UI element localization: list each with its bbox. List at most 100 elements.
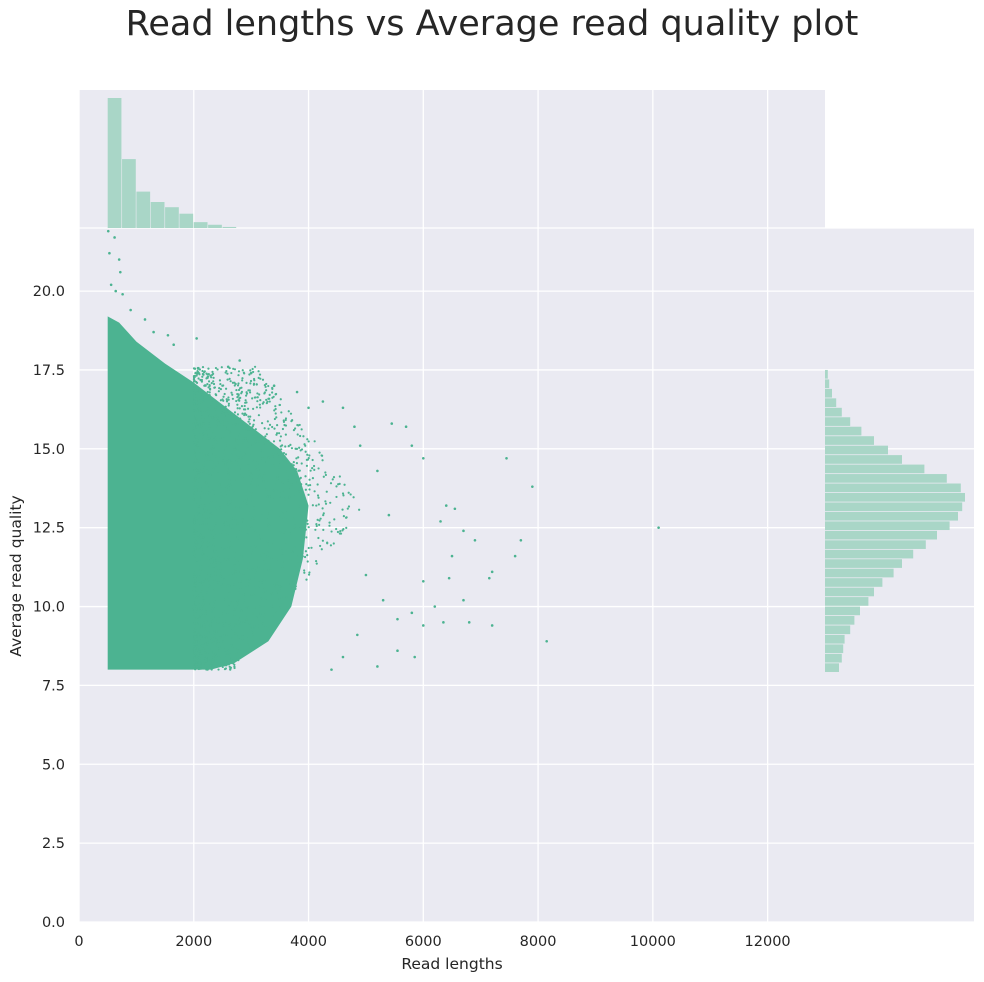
- scatter-point: [226, 651, 230, 654]
- scatter-point: [192, 607, 196, 610]
- scatter-point: [204, 428, 208, 431]
- scatter-point: [235, 506, 238, 509]
- scatter-point: [248, 373, 251, 376]
- scatter-point: [222, 496, 225, 499]
- scatter-point: [248, 422, 251, 425]
- scatter-point: [272, 451, 275, 454]
- scatter-point: [207, 458, 210, 462]
- scatter-point: [203, 454, 206, 457]
- scatter-point: [265, 398, 268, 401]
- scatter-point: [284, 418, 287, 422]
- scatter-point: [202, 602, 206, 606]
- scatter-point: [233, 368, 237, 371]
- scatter-point: [202, 620, 206, 624]
- scatter-point: [243, 620, 246, 623]
- scatter-point: [237, 370, 241, 373]
- scatter-point: [296, 480, 299, 483]
- scatter-point: [245, 381, 248, 384]
- scatter-point: [203, 599, 206, 602]
- scatter-point: [198, 446, 202, 449]
- scatter-point: [208, 491, 211, 494]
- scatter-point: [220, 575, 223, 578]
- scatter-point: [193, 520, 196, 523]
- scatter-point: [212, 544, 215, 548]
- scatter-point: [231, 637, 234, 640]
- scatter-point: [232, 643, 235, 647]
- scatter-point: [519, 539, 523, 542]
- scatter-point: [251, 443, 254, 446]
- scatter-point: [231, 522, 235, 526]
- scatter-point: [192, 416, 196, 419]
- scatter-point: [260, 579, 263, 582]
- scatter-point: [214, 561, 218, 564]
- scatter-point: [316, 518, 319, 521]
- scatter-point: [300, 428, 303, 431]
- scatter-point: [219, 585, 222, 588]
- scatter-point: [288, 532, 292, 535]
- scatter-points: [106, 229, 660, 671]
- scatter-point: [233, 564, 236, 567]
- scatter-point: [233, 514, 237, 517]
- y-hist-bar: [825, 483, 961, 493]
- scatter-point: [271, 615, 274, 618]
- scatter-point: [294, 569, 298, 572]
- scatter-point: [194, 573, 197, 576]
- scatter-point: [205, 576, 208, 580]
- scatter-point: [287, 479, 290, 482]
- scatter-point: [233, 623, 236, 626]
- scatter-point: [196, 559, 199, 562]
- scatter-point: [194, 477, 197, 480]
- scatter-point: [195, 440, 198, 443]
- scatter-point: [305, 483, 308, 486]
- scatter-point: [278, 455, 281, 458]
- scatter-point: [214, 634, 217, 637]
- scatter-point: [236, 599, 239, 603]
- scatter-point: [390, 422, 394, 425]
- scatter-point: [303, 569, 306, 572]
- scatter-point: [251, 548, 255, 552]
- scatter-point: [192, 589, 196, 592]
- x-tick-label: 2000: [175, 934, 212, 950]
- scatter-point: [213, 454, 216, 458]
- scatter-point: [200, 413, 204, 416]
- scatter-point: [280, 511, 283, 514]
- scatter-point: [227, 398, 230, 401]
- scatter-point: [261, 378, 265, 381]
- scatter-point: [224, 405, 227, 408]
- scatter-point: [219, 437, 222, 441]
- scatter-point: [223, 598, 226, 601]
- scatter-point: [216, 649, 219, 653]
- scatter-point: [194, 449, 197, 453]
- scatter-point: [251, 552, 254, 556]
- scatter-point: [209, 602, 212, 606]
- scatter-point: [274, 474, 277, 477]
- scatter-point: [213, 597, 217, 600]
- scatter-point: [203, 628, 206, 631]
- scatter-point: [228, 459, 231, 462]
- scatter-point: [193, 391, 196, 394]
- scatter-point: [244, 607, 248, 610]
- scatter-point: [232, 491, 236, 494]
- scatter-point: [208, 608, 211, 611]
- scatter-point: [202, 536, 205, 539]
- scatter-point: [246, 407, 250, 410]
- scatter-point: [193, 387, 196, 390]
- scatter-point: [247, 510, 250, 513]
- scatter-point: [255, 406, 258, 409]
- scatter-point: [193, 575, 196, 578]
- scatter-point: [322, 512, 325, 515]
- scatter-point: [299, 526, 302, 530]
- scatter-point: [207, 564, 210, 567]
- scatter-point: [338, 532, 341, 535]
- scatter-point: [196, 486, 199, 489]
- scatter-point: [249, 646, 252, 649]
- scatter-point: [259, 612, 262, 616]
- scatter-point: [192, 444, 196, 447]
- scatter-point: [205, 454, 208, 457]
- scatter-point: [228, 446, 231, 449]
- scatter-point: [330, 668, 333, 671]
- scatter-point: [307, 573, 311, 576]
- scatter-point: [194, 414, 197, 418]
- scatter-point: [314, 528, 317, 531]
- scatter-point: [221, 622, 225, 625]
